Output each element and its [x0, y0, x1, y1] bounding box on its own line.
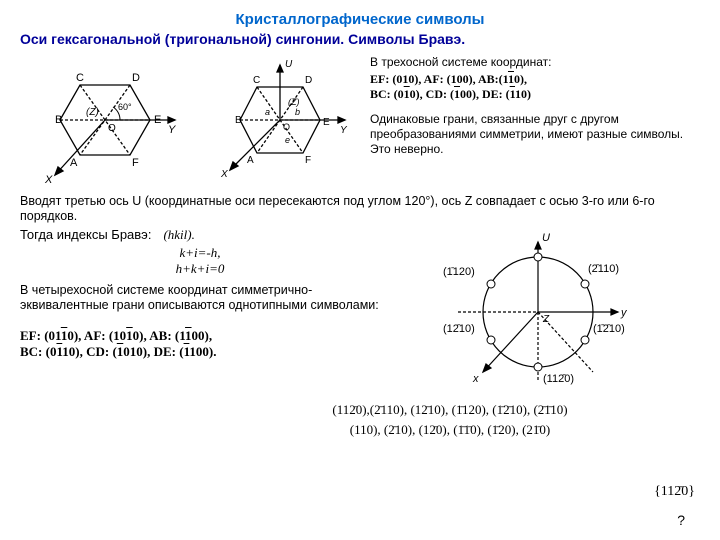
lbl-E: E: [154, 114, 161, 126]
triaxial-label: В трехосной системе координат:: [370, 55, 700, 70]
question-mark: ?: [677, 512, 685, 528]
triaxial-text-block: В трехосной системе координат: EF: (010)…: [370, 55, 700, 188]
lbl2-a: a: [265, 107, 270, 117]
circ-p4: (112̄0): [543, 373, 574, 385]
faces3-line2: BC: (010), CD: (100), DE: (110): [370, 87, 531, 101]
lbl2-U: U: [285, 59, 293, 70]
fouraxis-note: В четырехосной системе координат симметр…: [20, 283, 380, 314]
lbl2-F: F: [305, 155, 311, 166]
faces4-line2: BC: (0110), CD: (1010), DE: (1100).: [20, 344, 216, 359]
lbl2-Y: Y: [340, 125, 348, 136]
indices-list-2: (110), (2̄10), (12̄0), (1̄1̄0), (1̄20), …: [350, 422, 550, 438]
lbl2-D: D: [305, 75, 312, 86]
eq2: h+k+i=0: [20, 261, 380, 277]
circ-Z: Z: [542, 314, 550, 325]
indices-list-1: (112̄0),(2̄110), (12̄10), (1̄120), (1̄2̄…: [332, 402, 567, 417]
page-subtitle: Оси гексагональной (тригональной) сингон…: [20, 31, 700, 47]
lbl-Y: Y: [168, 124, 176, 136]
lbl2-b: b: [295, 107, 300, 117]
lbl-F: F: [132, 157, 139, 169]
lbl-X: X: [44, 174, 53, 185]
lbl2-e: e: [285, 135, 290, 145]
lbl-Z: (Z): [86, 107, 99, 118]
circ-p3: (12̄10): [443, 323, 475, 335]
circ-p1: (2̄110): [588, 263, 619, 275]
intro-u-axis: Вводят третью ось U (координатные оси пе…: [20, 194, 700, 225]
faces3-line1: EF: (010), AF: (100), AB:(110),: [370, 72, 527, 86]
lbl2-C: C: [253, 75, 260, 86]
lbl-O: O: [108, 123, 116, 134]
lbl-angle: 60°: [118, 102, 132, 112]
hkil-symbol: (hkil).: [163, 227, 194, 243]
lbl2-A: A: [247, 155, 254, 166]
lbl2-X: X: [220, 169, 228, 180]
lbl-C: C: [76, 72, 84, 84]
lbl2-Z: (Z): [288, 97, 300, 107]
lbl-B: B: [55, 114, 62, 126]
lbl-A: A: [70, 157, 78, 169]
circ-x: x: [472, 373, 479, 385]
wrong-note: Одинаковые грани, связанные друг с друго…: [370, 112, 700, 157]
circ-U: U: [542, 232, 550, 244]
circ-p2: (1̄2̄10): [593, 323, 625, 335]
hexagon-4axis-diagram: B C D E F A O U Y X a b e (Z): [195, 55, 360, 188]
circ-y: y: [620, 307, 628, 319]
faces4-line1: EF: (0110), AF: (1010), AB: (1100),: [20, 328, 212, 343]
then-label: Тогда индексы Бравэ:: [20, 227, 151, 242]
stereographic-circle: U y x Z (2̄110) (1̄2̄10) (12̄10) (112̄0)…: [388, 227, 688, 400]
hexagon-3axis-diagram: B C D E F A O (Z) Y X 60°: [20, 55, 185, 188]
lbl2-B: B: [235, 115, 242, 126]
lbl2-O: O: [283, 122, 290, 132]
family-symbol: {112̄0}: [654, 484, 695, 500]
page-header: Кристаллографические символы: [20, 12, 700, 29]
lbl-D: D: [132, 72, 140, 84]
row-diagrams: B C D E F A O (Z) Y X 60° B C: [20, 55, 700, 188]
circ-p6: (1̄120): [443, 266, 475, 278]
eq1: k+i=-h,: [20, 245, 380, 261]
lbl2-E: E: [323, 117, 330, 128]
